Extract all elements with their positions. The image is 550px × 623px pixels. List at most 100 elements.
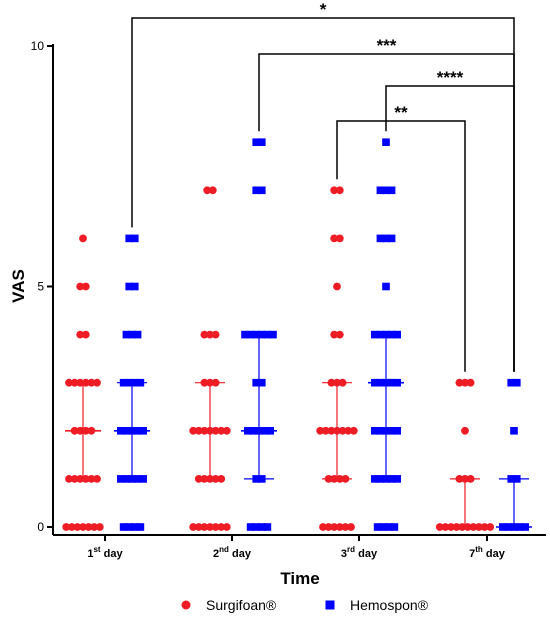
hemospon-point <box>125 282 133 291</box>
y-tick-label: 10 <box>31 39 45 53</box>
hemospon-point <box>269 330 277 339</box>
surgifoan-point <box>461 378 469 387</box>
hemospon-point <box>125 523 133 531</box>
legend-item: Surgifoan® <box>181 597 277 613</box>
surgifoan-point <box>81 330 90 339</box>
surgifoan-point <box>330 234 339 243</box>
hemospon-point <box>133 427 142 435</box>
error-bar <box>368 334 404 480</box>
hemospon-point <box>521 523 529 531</box>
surgifoan-point <box>81 426 90 435</box>
hemospon-point <box>376 234 385 243</box>
surgifoan-point <box>93 475 101 483</box>
hemospon-point <box>382 186 390 195</box>
error-bar <box>447 478 483 528</box>
hemospon-point <box>376 427 385 435</box>
hemospon-point <box>371 427 379 435</box>
surgifoan-point <box>95 523 104 531</box>
surgifoan-point <box>206 378 214 387</box>
surgifoan-point <box>87 426 96 435</box>
surgifoan-point <box>211 330 220 339</box>
hemospon-point <box>393 475 401 483</box>
comparison-bracket: ** <box>336 103 466 372</box>
surgifoan-point <box>194 426 203 435</box>
surgifoan-point <box>441 523 450 531</box>
hemospon-point <box>393 330 401 339</box>
surgifoan-point <box>330 330 339 339</box>
surgifoan-point <box>200 523 209 531</box>
hemospon-point <box>376 378 385 387</box>
surgifoan-point <box>319 523 327 531</box>
surgifoan-point <box>206 330 214 339</box>
hemospon-point <box>371 378 379 387</box>
surgifoan-point <box>206 523 214 531</box>
hemospon-point <box>387 427 396 435</box>
x-tick-label: 7th day <box>469 545 506 560</box>
x-tick-label: 3rd day <box>341 545 378 560</box>
hemospon-point <box>258 330 266 339</box>
hemospon-point <box>266 427 274 435</box>
hemospon-point <box>252 186 260 195</box>
surgifoan-point <box>217 475 226 483</box>
hemospon-point <box>376 330 385 339</box>
surgifoan-point <box>217 426 226 435</box>
surgifoan-point <box>466 475 475 483</box>
significance-label: ** <box>394 103 408 122</box>
surgifoan-point <box>333 282 341 291</box>
surgifoan-point <box>330 475 339 483</box>
hemospon-point <box>382 282 390 291</box>
hemospon-point <box>382 427 390 435</box>
y-tick-label: 5 <box>37 280 44 294</box>
surgifoan-point <box>206 475 214 483</box>
surgifoan-point <box>222 523 231 531</box>
hemospon-point <box>252 523 260 531</box>
hemospon-point <box>128 427 136 435</box>
hemospon-point <box>513 475 521 483</box>
surgifoan-point <box>338 378 347 387</box>
surgifoan-point <box>76 378 85 387</box>
surgifoan-point <box>194 475 203 483</box>
axes: 0 5 10 1st day 2nd day 3rd day 7th day <box>31 39 546 560</box>
surgifoan-point <box>211 378 220 387</box>
surgifoan-point <box>463 523 472 531</box>
surgifoan-point <box>480 523 489 531</box>
hemospon-point <box>252 378 260 387</box>
hemospon-point <box>263 523 272 531</box>
hemospon-point <box>510 427 518 435</box>
hemospon-point <box>382 475 390 483</box>
hemospon-point <box>139 427 147 435</box>
hemospon-point <box>128 475 136 483</box>
legend-marker <box>325 600 335 610</box>
hemospon-point <box>387 234 396 243</box>
surgifoan-point <box>452 523 461 531</box>
surgifoan-point <box>321 426 330 435</box>
hemospon-point <box>387 475 396 483</box>
hemospon-point <box>131 234 139 243</box>
hemospon-point <box>382 234 390 243</box>
hemospon-point <box>385 523 393 531</box>
surgifoan-point <box>335 330 344 339</box>
hemospon-point <box>133 475 142 483</box>
hemospon-point <box>117 475 125 483</box>
surgifoan-point <box>447 523 455 531</box>
surgifoan-point <box>316 426 325 435</box>
surgifoan-point <box>330 186 339 195</box>
surgifoan-point <box>79 234 87 243</box>
surgifoan-point <box>70 475 79 483</box>
surgifoan-point <box>81 378 90 387</box>
hemospon-point <box>249 427 258 435</box>
y-tick-label: 0 <box>37 520 44 534</box>
hemospon-point <box>515 523 524 531</box>
surgifoan-point <box>76 426 85 435</box>
surgifoan-point <box>335 523 344 531</box>
surgifoan-point <box>455 378 464 387</box>
hemospon-point <box>258 523 266 531</box>
hemospon-point <box>499 523 507 531</box>
hemospon-point <box>117 427 125 435</box>
surgifoan-point <box>87 378 96 387</box>
hemospon-point <box>260 427 269 435</box>
surgifoan-point <box>76 330 85 339</box>
hemospon-point <box>122 427 131 435</box>
hemospon-point <box>252 330 260 339</box>
surgifoan-point <box>333 378 341 387</box>
